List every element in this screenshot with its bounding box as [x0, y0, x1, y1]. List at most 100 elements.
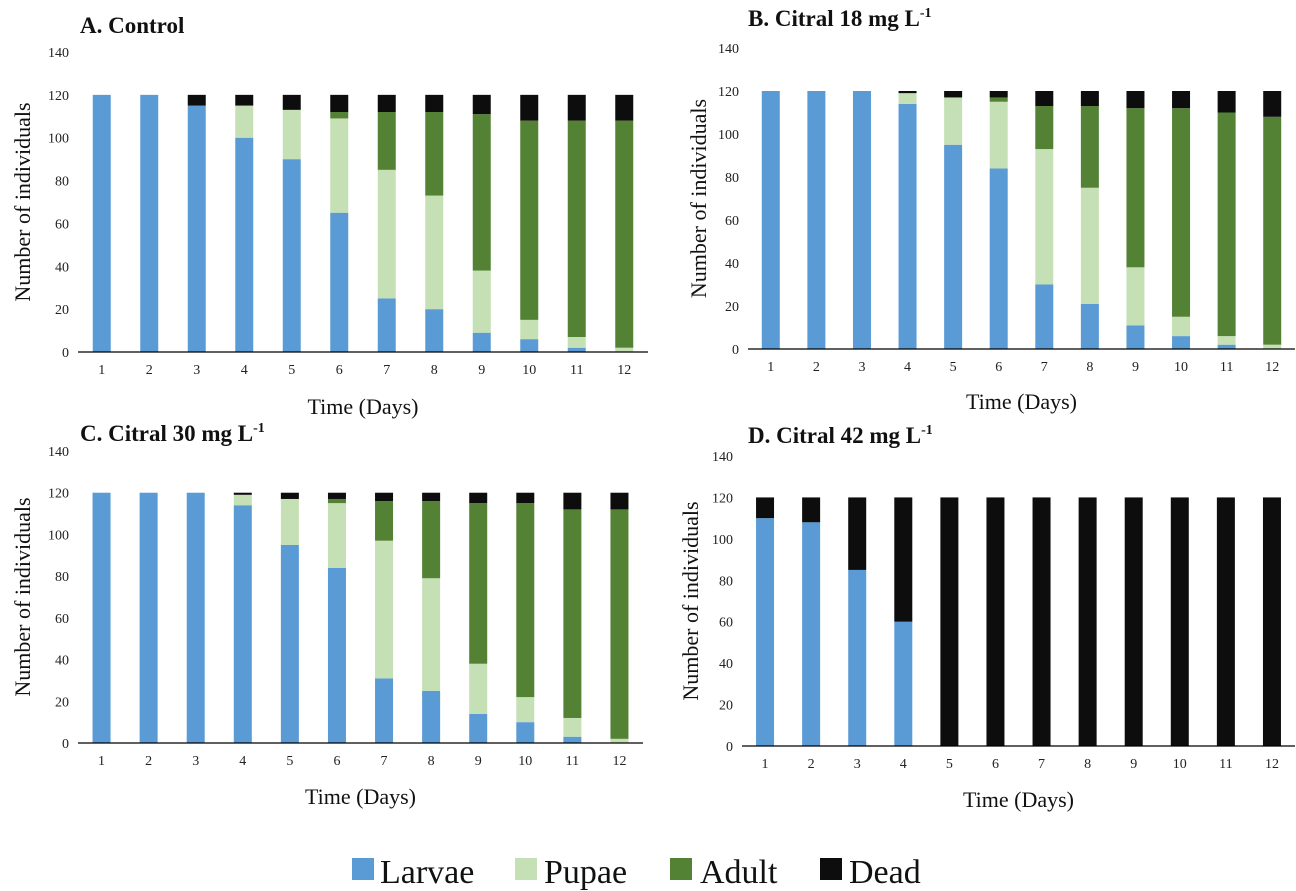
x-tick-label: 12: [612, 754, 626, 769]
x-tick-label: 11: [1219, 757, 1232, 772]
bar-segment-dead: [1263, 91, 1282, 117]
x-tick-label: 4: [241, 363, 248, 378]
y-tick-label: 40: [719, 657, 733, 672]
y-tick-label: 0: [732, 343, 739, 358]
panel-title-superscript: -1: [920, 6, 932, 21]
bar-segment-dead: [989, 91, 1008, 98]
bar-segment-adult: [377, 112, 396, 170]
x-tick-label: 12: [617, 363, 631, 378]
bar-segment-pupae: [327, 503, 346, 568]
x-tick-label: 2: [146, 363, 153, 378]
y-tick-label: 120: [718, 85, 739, 100]
x-tick-label: 7: [383, 363, 390, 378]
x-axis-label: Time (Days): [966, 389, 1077, 414]
x-tick-label: 8: [1086, 360, 1093, 375]
x-tick-label: 12: [1265, 757, 1279, 772]
x-tick-label: 4: [239, 754, 246, 769]
bar-segment-pupae: [563, 717, 582, 737]
x-tick-label: 10: [1173, 757, 1187, 772]
bar-segment-pupae: [422, 578, 441, 691]
y-axis-label: Number of individuals: [10, 102, 35, 301]
bar-segment-larvae: [1035, 284, 1054, 349]
bar-segment-pupae: [377, 169, 396, 299]
bar-segment-adult: [989, 97, 1008, 102]
bar-segment-adult: [469, 503, 488, 664]
y-tick-label: 100: [712, 533, 733, 548]
y-tick-label: 140: [48, 46, 69, 61]
bar-segment-pupae: [280, 498, 299, 545]
y-tick-label: 60: [725, 214, 739, 229]
bar-segment-larvae: [563, 736, 582, 743]
y-tick-label: 80: [725, 171, 739, 186]
bar-segment-dead: [944, 91, 963, 98]
bar-segment-larvae: [377, 298, 396, 352]
x-tick-label: 3: [854, 757, 861, 772]
x-tick-label: 10: [522, 363, 536, 378]
bar-segment-adult: [520, 120, 539, 320]
bar-segment-pupae: [898, 93, 917, 104]
bar-segment-adult: [422, 501, 441, 579]
y-tick-label: 80: [55, 175, 69, 190]
bar-segment-larvae: [852, 91, 871, 349]
x-tick-label: 10: [1174, 360, 1188, 375]
bar-segment-dead: [1217, 91, 1236, 113]
bar-segment-pupae: [1126, 267, 1145, 326]
bar-segment-adult: [610, 509, 629, 739]
y-tick-label: 60: [719, 616, 733, 631]
bar-segment-larvae: [1126, 325, 1145, 349]
y-tick-label: 20: [719, 699, 733, 714]
bar-segment-dead: [563, 492, 582, 510]
bar-segment-dead: [615, 94, 634, 121]
x-tick-label: 11: [1220, 360, 1233, 375]
bar-segment-dead: [233, 492, 252, 495]
y-tick-label: 20: [725, 300, 739, 315]
bar-segment-pupae: [1080, 187, 1099, 304]
bar-segment-larvae: [1217, 344, 1236, 349]
bar-segment-larvae: [848, 569, 867, 746]
legend-swatch-larvae: [352, 858, 374, 880]
bar-segment-adult: [1080, 106, 1099, 188]
bar-segment-pupae: [425, 195, 444, 310]
bar-segment-dead: [1032, 497, 1051, 746]
x-tick-label: 5: [946, 757, 953, 772]
bar-segment-larvae: [469, 713, 488, 743]
bar-segment-dead: [422, 492, 441, 502]
bar-segment-dead: [1172, 91, 1191, 109]
bar-segment-dead: [610, 492, 629, 510]
bar-segment-adult: [1263, 116, 1282, 345]
bar-segment-larvae: [989, 168, 1008, 349]
y-tick-label: 20: [55, 303, 69, 318]
y-tick-label: 120: [712, 491, 733, 506]
bar-segment-adult: [567, 120, 586, 337]
bar-segment-dead: [986, 497, 1005, 746]
y-tick-label: 40: [725, 257, 739, 272]
bar-segment-pupae: [520, 319, 539, 340]
y-tick-label: 100: [48, 132, 69, 147]
bar-segment-larvae: [282, 159, 301, 352]
bar-segment-dead: [282, 94, 301, 110]
bar-segment-adult: [1172, 108, 1191, 317]
y-tick-label: 60: [55, 612, 69, 627]
bar-segment-larvae: [375, 678, 394, 743]
bar-segment-larvae: [186, 492, 205, 743]
bar-segment-pupae: [567, 337, 586, 348]
bar-segment-dead: [1216, 497, 1235, 746]
bar-segment-pupae: [516, 697, 535, 723]
legend-swatch-adult: [670, 858, 692, 880]
bar-segment-larvae: [235, 137, 254, 352]
bar-segment-dead: [516, 492, 535, 504]
y-tick-label: 20: [55, 695, 69, 710]
x-tick-label: 1: [98, 754, 105, 769]
bar-segment-adult: [615, 120, 634, 348]
bar-segment-dead: [377, 94, 396, 112]
bar-segment-larvae: [280, 544, 299, 743]
x-tick-label: 9: [1132, 360, 1139, 375]
x-axis-label: Time (Days): [963, 787, 1074, 812]
y-tick-label: 140: [48, 445, 69, 460]
y-tick-label: 80: [55, 570, 69, 585]
bar-segment-pupae: [610, 738, 629, 743]
bar-segment-pupae: [472, 270, 491, 333]
panel-title-text: C. Citral 30 mg L: [80, 421, 253, 446]
